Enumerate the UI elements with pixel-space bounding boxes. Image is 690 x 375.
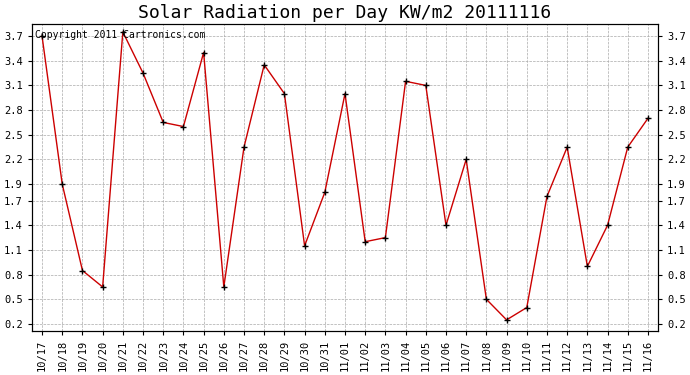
Title: Solar Radiation per Day KW/m2 20111116: Solar Radiation per Day KW/m2 20111116: [139, 4, 551, 22]
Text: Copyright 2011 Cartronics.com: Copyright 2011 Cartronics.com: [35, 30, 206, 40]
